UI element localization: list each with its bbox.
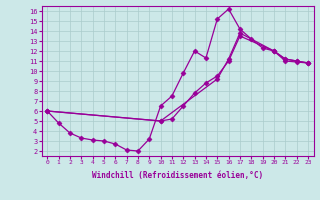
X-axis label: Windchill (Refroidissement éolien,°C): Windchill (Refroidissement éolien,°C) [92, 171, 263, 180]
